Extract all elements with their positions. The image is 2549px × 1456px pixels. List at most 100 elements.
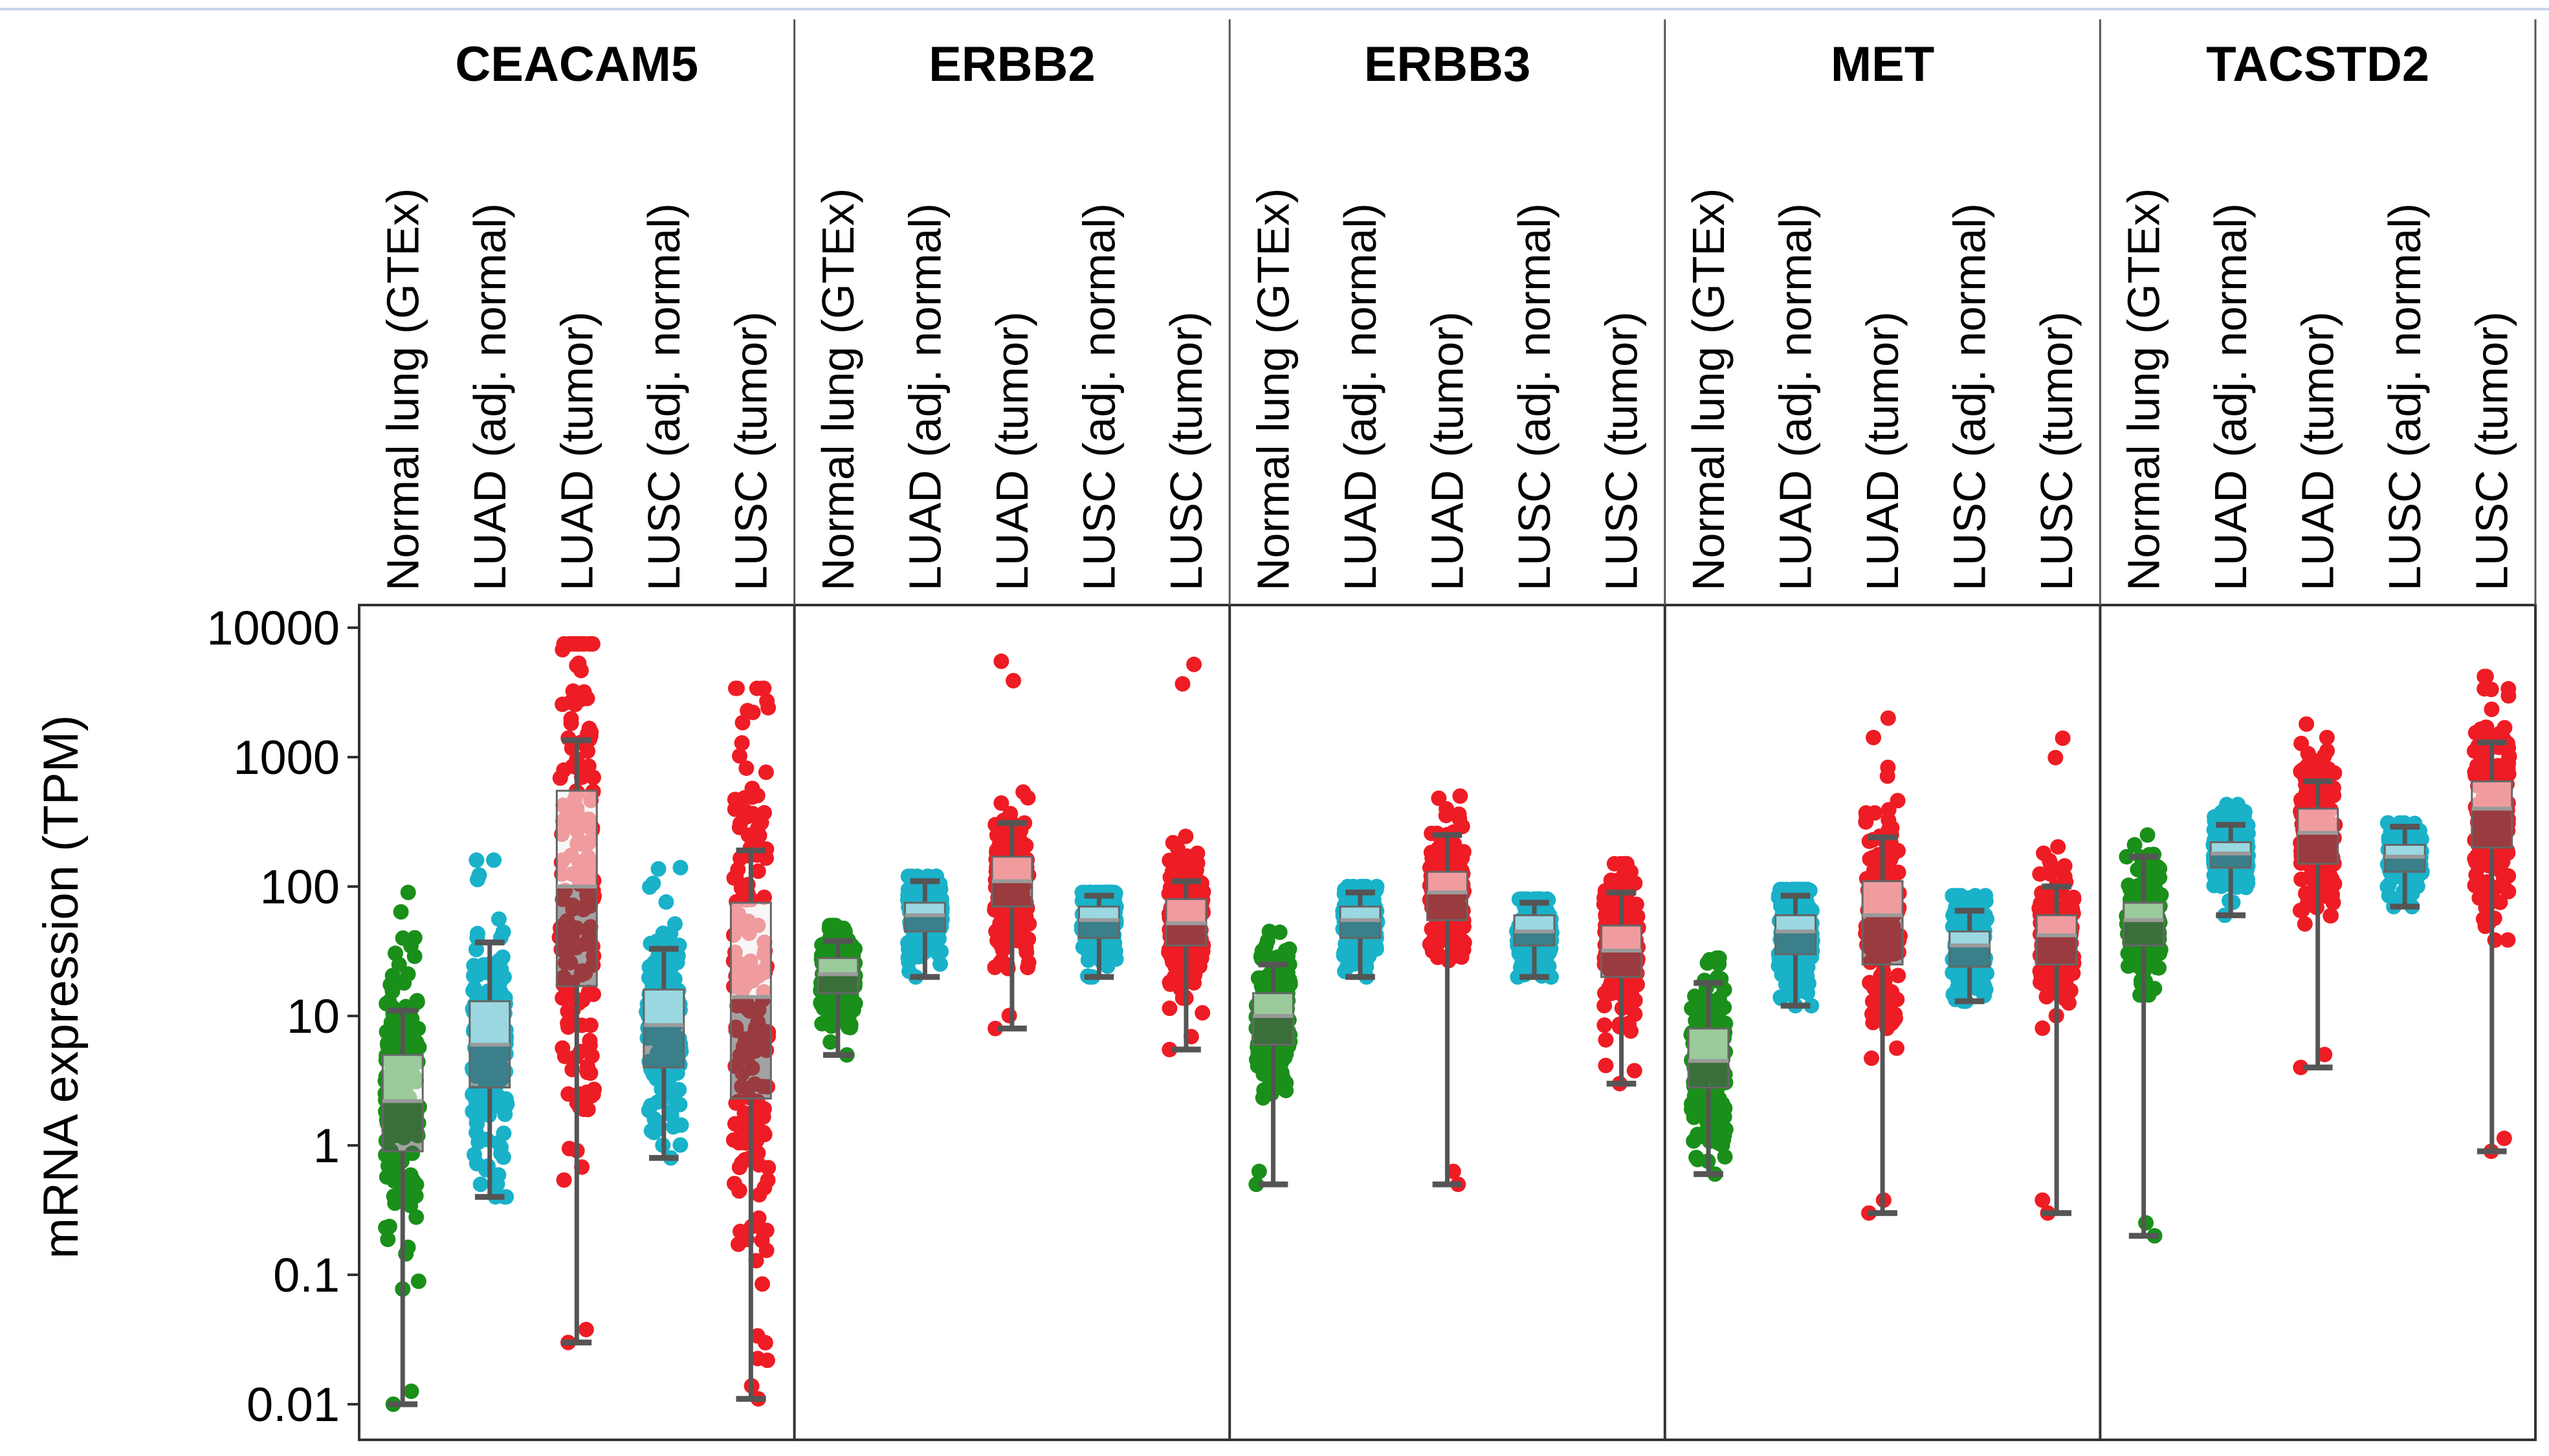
data-point bbox=[1889, 1040, 1905, 1056]
data-point bbox=[645, 956, 661, 972]
data-point bbox=[1166, 969, 1182, 986]
data-point bbox=[2126, 837, 2143, 853]
y-tick-label: 1 bbox=[313, 1119, 340, 1173]
data-point bbox=[2218, 797, 2235, 813]
data-point bbox=[575, 1101, 591, 1118]
data-point bbox=[2476, 743, 2492, 759]
data-point bbox=[1171, 954, 1187, 970]
data-point bbox=[643, 1098, 659, 1114]
data-point bbox=[1256, 1082, 1272, 1098]
data-point bbox=[2379, 879, 2396, 895]
data-point bbox=[1624, 901, 1640, 917]
data-point bbox=[1772, 989, 1789, 1006]
data-point bbox=[1278, 1046, 1294, 1062]
data-point bbox=[1186, 975, 1202, 991]
data-point bbox=[1338, 892, 1354, 908]
category-label: LUAD (tumor) bbox=[987, 311, 1037, 591]
data-point bbox=[1510, 969, 1526, 985]
data-point bbox=[667, 916, 683, 932]
data-point bbox=[580, 758, 597, 774]
data-point bbox=[403, 938, 419, 954]
data-point bbox=[486, 852, 502, 868]
category-label: LUAD (adj. normal) bbox=[1335, 203, 1385, 591]
box-lower bbox=[1165, 922, 1208, 947]
data-point bbox=[1195, 1005, 1211, 1021]
data-point bbox=[1709, 950, 1725, 966]
data-point bbox=[1250, 970, 1266, 986]
data-point bbox=[1280, 948, 1296, 964]
data-point bbox=[552, 770, 568, 786]
gene-title: TACSTD2 bbox=[2206, 37, 2429, 92]
category-label: LUAD (tumor) bbox=[2293, 311, 2343, 591]
data-point bbox=[1688, 1149, 1705, 1165]
category-label: LUSC (tumor) bbox=[1596, 311, 1647, 591]
box-upper bbox=[729, 901, 772, 998]
data-point bbox=[757, 1334, 773, 1351]
data-point bbox=[555, 1040, 571, 1056]
box-lower bbox=[2035, 934, 2078, 965]
category-label: LUAD (tumor) bbox=[1422, 311, 1473, 591]
data-point bbox=[2297, 916, 2313, 932]
data-point bbox=[468, 942, 484, 958]
data-point bbox=[1005, 672, 1021, 689]
data-point bbox=[1890, 967, 1906, 984]
data-point bbox=[1626, 1063, 1642, 1079]
data-point bbox=[1717, 1149, 1733, 1165]
data-point bbox=[727, 680, 744, 696]
data-point bbox=[2500, 688, 2517, 704]
box-lower bbox=[2471, 808, 2513, 849]
data-point bbox=[380, 1231, 396, 1248]
data-point bbox=[760, 1172, 776, 1188]
data-point bbox=[2496, 1131, 2512, 1147]
data-point bbox=[1885, 1013, 1901, 1030]
data-point bbox=[758, 764, 774, 780]
data-point bbox=[1186, 656, 1202, 672]
data-point bbox=[393, 904, 409, 920]
y-tick-label: 100 bbox=[260, 860, 340, 914]
data-point bbox=[734, 735, 750, 751]
data-point bbox=[2035, 1192, 2051, 1208]
box-upper bbox=[1165, 898, 1208, 925]
category-label: LUSC (tumor) bbox=[725, 311, 776, 591]
data-point bbox=[642, 879, 658, 895]
gene-title: MET bbox=[1831, 37, 1934, 92]
box-upper bbox=[817, 957, 859, 976]
data-point bbox=[2468, 854, 2484, 870]
data-point bbox=[2477, 681, 2493, 697]
data-point bbox=[2318, 792, 2334, 808]
data-point bbox=[2032, 866, 2048, 882]
data-point bbox=[489, 1176, 505, 1192]
data-point bbox=[1627, 1006, 1643, 1022]
data-point bbox=[1881, 812, 1897, 828]
data-point bbox=[822, 1034, 839, 1050]
y-tick-label: 10000 bbox=[206, 601, 340, 655]
data-point bbox=[1714, 1137, 1730, 1153]
data-point bbox=[2152, 861, 2168, 877]
box-lower bbox=[1426, 891, 1468, 921]
category-label: LUAD (adj. normal) bbox=[899, 203, 950, 591]
data-point bbox=[403, 1384, 419, 1399]
data-point bbox=[555, 990, 571, 1006]
data-point bbox=[672, 859, 689, 876]
box-upper bbox=[469, 1000, 511, 1046]
data-point bbox=[993, 653, 1010, 669]
data-point bbox=[760, 700, 777, 716]
y-axis: 10000 1000 100 10 1 0.1 0.01 bbox=[206, 601, 359, 1431]
data-point bbox=[1683, 1101, 1699, 1118]
data-point bbox=[2492, 894, 2508, 910]
data-point bbox=[581, 635, 597, 652]
data-point bbox=[1278, 1075, 1294, 1091]
box-lower bbox=[991, 880, 1033, 908]
data-point bbox=[2293, 1059, 2309, 1075]
box-lower bbox=[1774, 930, 1817, 956]
data-point bbox=[671, 1082, 687, 1098]
boxes bbox=[381, 737, 2513, 1407]
data-point bbox=[2481, 914, 2497, 931]
data-point bbox=[2123, 881, 2139, 898]
category-label: LUSC (tumor) bbox=[2031, 311, 2082, 591]
data-point bbox=[734, 714, 751, 731]
data-point bbox=[566, 635, 582, 652]
data-point bbox=[1453, 949, 1470, 965]
data-point bbox=[2050, 839, 2066, 855]
data-point bbox=[2310, 755, 2326, 771]
